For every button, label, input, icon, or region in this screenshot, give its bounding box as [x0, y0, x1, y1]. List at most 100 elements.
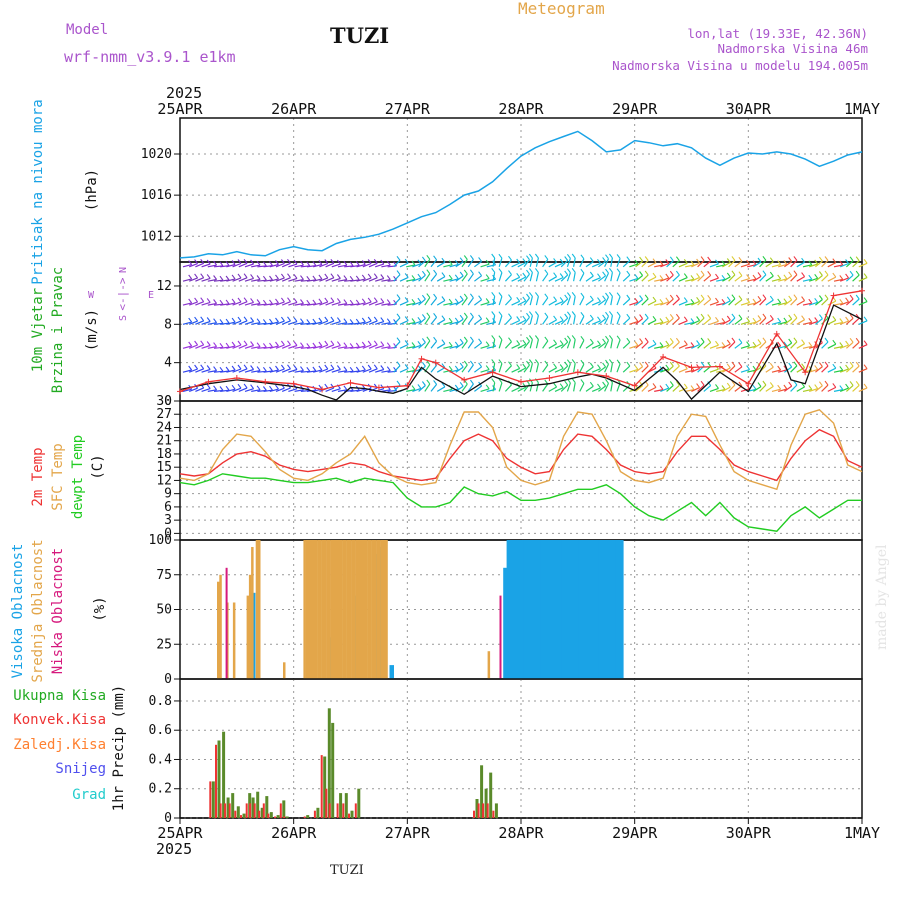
- wind-barb: [796, 276, 805, 282]
- wind-barb-feather: [421, 314, 426, 319]
- cloud-mid-bar: [353, 540, 356, 679]
- wind-barb: [734, 366, 743, 373]
- wind-barb: [226, 388, 236, 392]
- wind-barb-feather: [250, 259, 255, 265]
- wind-barb-feather: [762, 380, 767, 386]
- wind-barb: [691, 276, 700, 282]
- wind-barb-feather: [801, 363, 806, 369]
- wind-barb: [542, 297, 549, 306]
- wind-barb-feather: [373, 316, 378, 322]
- cloud-mid-bar: [246, 595, 250, 679]
- wind-barb-feather: [469, 312, 474, 318]
- wind-barb: [492, 339, 496, 349]
- y-tick-label: 3: [164, 513, 172, 528]
- wind-barb-feather: [469, 379, 474, 385]
- wind-barb-feather: [626, 337, 631, 343]
- wind-barb: [554, 387, 564, 392]
- wind-barb-feather: [793, 256, 798, 261]
- wind-barb: [418, 298, 426, 306]
- wind-barb-feather: [564, 313, 569, 319]
- wind-barb-feather: [256, 260, 261, 266]
- wind-barb-feather: [491, 291, 496, 297]
- wind-barb: [480, 301, 490, 306]
- y-tick-label: 4: [164, 356, 172, 371]
- wind-barb: [604, 363, 610, 373]
- wind-barb: [238, 320, 248, 325]
- wind-barb: [418, 260, 426, 268]
- wind-barb-feather: [526, 255, 530, 261]
- wind-barb-feather: [788, 257, 793, 262]
- wind-barb: [591, 387, 601, 392]
- wind-barb-feather: [696, 258, 701, 264]
- wind-barb: [529, 382, 533, 392]
- wind-barb: [591, 262, 601, 268]
- wind-barb: [281, 344, 291, 349]
- wind-barb-feather: [454, 274, 459, 280]
- y-tick-label: 0.4: [149, 752, 173, 767]
- wind-barb: [424, 297, 431, 306]
- wind-barb: [436, 343, 446, 349]
- wind-barb: [809, 320, 818, 325]
- wind-barb: [393, 317, 401, 325]
- wind-barb-feather: [250, 341, 255, 346]
- wind-barb: [845, 384, 854, 392]
- wind-barb-feather: [845, 259, 850, 264]
- wind-barb-feather: [616, 311, 621, 317]
- wind-barb-feather: [659, 385, 664, 390]
- wind-barb-feather: [580, 292, 585, 298]
- wind-barb: [331, 301, 341, 306]
- wind-barb-feather: [237, 273, 242, 279]
- wind-barb-feather: [553, 258, 558, 263]
- wind-barb-feather: [231, 317, 236, 323]
- wind-barb: [784, 342, 793, 349]
- cloud-high-bar: [619, 540, 624, 679]
- wind-barb-feather: [417, 297, 422, 303]
- wind-barb-feather: [417, 259, 422, 265]
- wind-barb: [375, 345, 384, 349]
- cloud-mid-bar: [346, 540, 350, 679]
- wind-barb-feather: [721, 274, 726, 280]
- wind-barb-feather: [343, 260, 348, 266]
- wind-barb: [281, 301, 291, 306]
- wind-barb-feather: [459, 338, 464, 344]
- wind-barb-feather: [275, 365, 279, 371]
- wind-barb: [504, 298, 512, 306]
- wind-barb: [728, 317, 736, 325]
- wind-barb: [790, 365, 798, 373]
- wind-barb-feather: [675, 361, 680, 367]
- wind-barb-feather: [675, 256, 680, 262]
- wind-barb: [263, 389, 273, 392]
- wind-barb-feather: [459, 295, 464, 301]
- wind-barb: [845, 365, 854, 373]
- wind-barb: [188, 263, 198, 268]
- wind-barb: [535, 315, 539, 325]
- wind-barb: [852, 384, 860, 392]
- wind-barb: [529, 272, 533, 282]
- wind-barb: [635, 275, 643, 282]
- wind-barb: [548, 300, 557, 306]
- wind-barb: [598, 260, 606, 268]
- wind-barb: [337, 370, 347, 373]
- wind-barb-feather: [757, 272, 762, 277]
- wind-barb: [734, 260, 743, 268]
- wind-barb: [598, 342, 606, 349]
- precip-conv-bar: [486, 803, 489, 818]
- wind-barb: [362, 368, 372, 373]
- wind-barb-feather: [312, 299, 317, 305]
- wind-barb-feather: [336, 341, 341, 346]
- wind-barb: [418, 365, 426, 373]
- wind-barb: [430, 273, 438, 282]
- wind-barb: [406, 264, 416, 268]
- wind-barb-feather: [522, 339, 527, 345]
- wind-barb: [852, 298, 860, 306]
- wind-barb: [498, 258, 503, 267]
- wind-barb-feather: [256, 385, 261, 391]
- precip-total-bar: [323, 756, 327, 818]
- wind-barb: [660, 368, 670, 373]
- cloud-mid-bar: [362, 540, 365, 679]
- wind-barb: [337, 389, 348, 392]
- wind-barb-feather: [715, 259, 719, 265]
- wind-barb: [207, 264, 217, 268]
- wind-barb-feather: [243, 297, 248, 303]
- wind-barb-feather: [675, 294, 680, 300]
